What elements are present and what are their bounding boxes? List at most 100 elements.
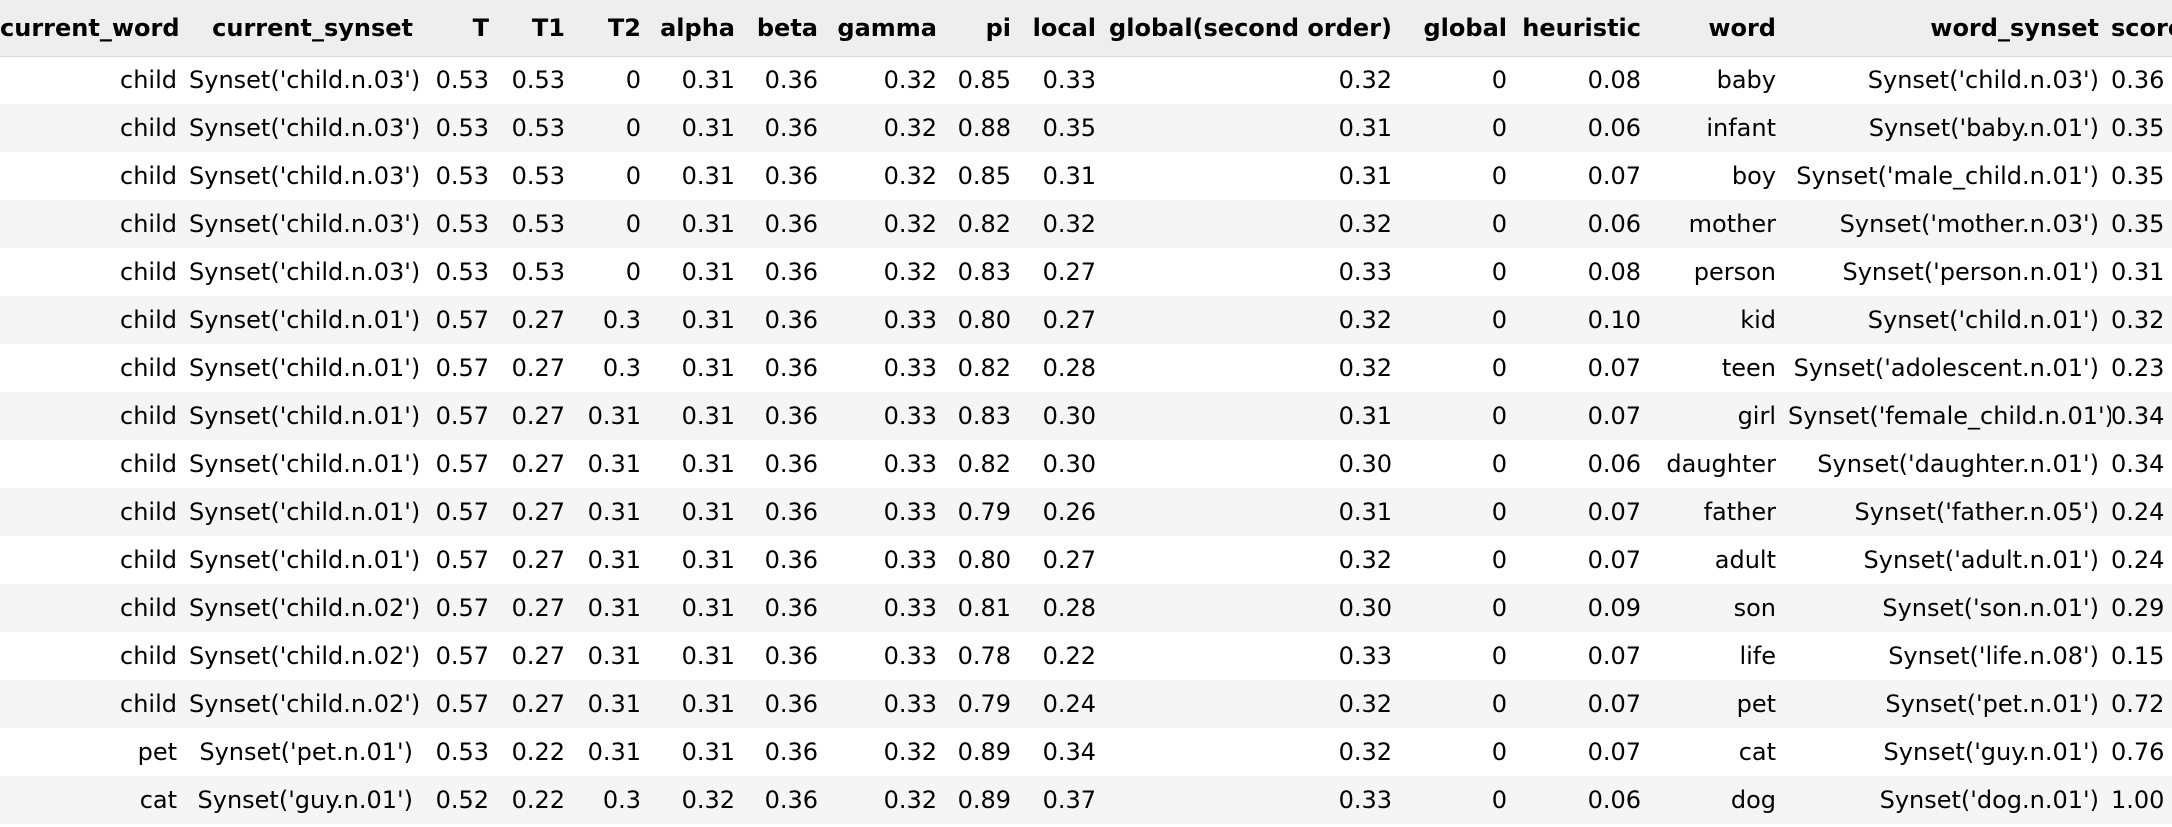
cell-gamma: 0.33 (883, 594, 937, 622)
cell-beta: 0.36 (764, 210, 818, 238)
cell-word-synset: Synset('male_child.n.01') (1796, 162, 2099, 190)
column-header-t2: T2 (577, 0, 653, 57)
cell-word-synset: Synset('adolescent.n.01') (1793, 354, 2099, 382)
cell-t1: 0.53 (511, 114, 565, 142)
cell-beta: 0.36 (764, 498, 818, 526)
cell-global-second-order: 0.32 (1338, 546, 1392, 574)
cell-beta: 0.36 (764, 66, 818, 95)
cell-current-synset: Synset('child.n.03') (189, 66, 421, 95)
cell-current-word: child (120, 450, 177, 478)
cell-word: cat (1738, 738, 1776, 766)
cell-word-synset: Synset('child.n.03') (1867, 66, 2099, 95)
cell-gamma: 0.32 (883, 786, 937, 814)
cell-t1: 0.53 (511, 210, 565, 238)
cell-global: 0 (1491, 114, 1507, 142)
table-row: child Synset('child.n.01') 0.57 0.27 0.31 0.3… (0, 488, 2172, 536)
cell-alpha: 0.31 (681, 690, 735, 718)
cell-beta: 0.36 (764, 114, 818, 142)
cell-word: baby (1716, 66, 1776, 95)
cell-local: 0.28 (1042, 594, 1096, 622)
cell-t: 0.53 (435, 258, 489, 286)
cell-heuristic: 0.07 (1587, 162, 1641, 190)
cell-global: 0 (1491, 258, 1507, 286)
cell-word-synset: Synset('baby.n.01') (1868, 114, 2099, 142)
table-row: pet Synset('pet.n.01') 0.53 0.22 0.31 0.31 0.3… (0, 728, 2172, 776)
cell-local: 0.34 (1042, 738, 1096, 766)
table-row: cat Synset('guy.n.01') 0.52 0.22 0.3 0.32 0.36… (0, 776, 2172, 824)
cell-global-second-order: 0.32 (1338, 690, 1392, 718)
cell-gamma: 0.32 (883, 738, 937, 766)
cell-score: 0.29 (2111, 594, 2165, 622)
cell-global: 0 (1491, 498, 1507, 526)
cell-word: boy (1731, 162, 1776, 190)
cell-t2: 0.3 (602, 786, 641, 814)
cell-local: 0.24 (1042, 690, 1096, 718)
cell-global: 0 (1491, 162, 1507, 190)
cell-pi: 0.78 (957, 642, 1011, 670)
cell-t1: 0.27 (511, 498, 565, 526)
cell-word-synset: Synset('dog.n.01') (1879, 786, 2099, 814)
cell-pi: 0.82 (957, 210, 1011, 238)
column-header-global-second-order: global(second order) (1108, 0, 1404, 57)
cell-word: mother (1688, 210, 1776, 238)
cell-global-second-order: 0.32 (1338, 210, 1392, 238)
cell-global-second-order: 0.33 (1338, 786, 1392, 814)
table-row: child Synset('child.n.03') 0.53 0.53 0 0.31 0.… (0, 152, 2172, 200)
cell-global: 0 (1491, 450, 1507, 478)
cell-alpha: 0.31 (681, 402, 735, 430)
cell-global-second-order: 0.32 (1338, 306, 1392, 334)
cell-t: 0.53 (435, 114, 489, 142)
cell-gamma: 0.33 (883, 690, 937, 718)
cell-t1: 0.27 (511, 546, 565, 574)
cell-current-synset: Synset('child.n.03') (189, 162, 421, 190)
cell-gamma: 0.33 (883, 546, 937, 574)
cell-pi: 0.88 (957, 114, 1011, 142)
cell-score: 0.34 (2111, 402, 2165, 430)
cell-heuristic: 0.08 (1587, 66, 1641, 95)
cell-current-word: child (120, 642, 177, 670)
cell-local: 0.30 (1042, 402, 1096, 430)
cell-t1: 0.27 (511, 354, 565, 382)
cell-t2: 0.31 (587, 594, 641, 622)
cell-local: 0.30 (1042, 450, 1096, 478)
cell-score: 0.72 (2111, 690, 2165, 718)
cell-word-synset: Synset('father.n.05') (1854, 498, 2099, 526)
cell-gamma: 0.32 (883, 66, 937, 95)
cell-t1: 0.27 (511, 642, 565, 670)
cell-t1: 0.53 (511, 66, 565, 95)
cell-local: 0.22 (1042, 642, 1096, 670)
column-header-word-synset: word_synset (1788, 0, 2111, 57)
cell-beta: 0.36 (764, 642, 818, 670)
cell-heuristic: 0.06 (1587, 210, 1641, 238)
cell-t: 0.57 (435, 498, 489, 526)
cell-t2: 0 (625, 258, 641, 286)
cell-gamma: 0.33 (883, 306, 937, 334)
table-row: child Synset('child.n.01') 0.57 0.27 0.31 0.3… (0, 536, 2172, 584)
cell-t2: 0.31 (587, 738, 641, 766)
table-row: child Synset('child.n.02') 0.57 0.27 0.31 0.3… (0, 632, 2172, 680)
cell-pi: 0.80 (957, 306, 1011, 334)
cell-global-second-order: 0.32 (1338, 738, 1392, 766)
cell-beta: 0.36 (764, 306, 818, 334)
cell-global-second-order: 0.32 (1338, 354, 1392, 382)
cell-alpha: 0.31 (681, 162, 735, 190)
cell-gamma: 0.32 (883, 210, 937, 238)
column-header-gamma: gamma (830, 0, 949, 57)
cell-alpha: 0.31 (681, 258, 735, 286)
cell-alpha: 0.31 (681, 114, 735, 142)
cell-current-synset: Synset('child.n.01') (189, 354, 421, 382)
cell-score: 0.23 (2111, 354, 2165, 382)
header-row: current_word current_synset T T1 T2 alpha beta… (0, 0, 2172, 57)
cell-word: pet (1736, 690, 1776, 718)
cell-gamma: 0.33 (883, 642, 937, 670)
cell-global-second-order: 0.31 (1338, 402, 1392, 430)
cell-heuristic: 0.09 (1587, 594, 1641, 622)
cell-current-word: child (120, 66, 177, 95)
cell-current-word: child (120, 402, 177, 430)
cell-heuristic: 0.07 (1587, 402, 1641, 430)
cell-word-synset: Synset('mother.n.03') (1839, 210, 2099, 238)
table-row: child Synset('child.n.03') 0.53 0.53 0 0.31 0.… (0, 56, 2172, 104)
table-body: child Synset('child.n.03') 0.53 0.53 0 0.31 0.… (0, 56, 2172, 824)
column-header-word: word (1653, 0, 1788, 57)
